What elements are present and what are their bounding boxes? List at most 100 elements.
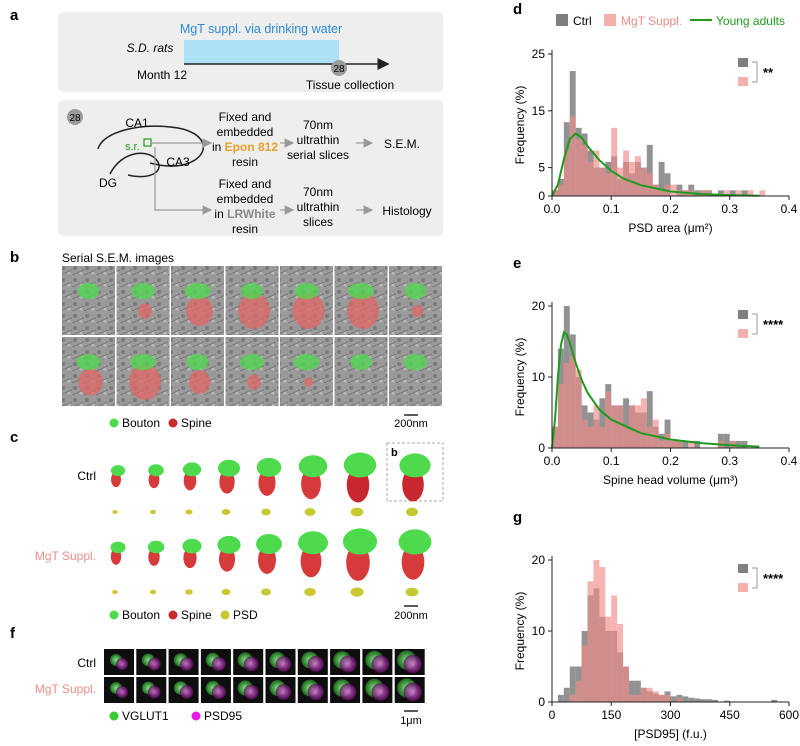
ctrl-bar <box>729 190 736 196</box>
x-axis-label: [PSD95] (f.u.) <box>634 727 707 741</box>
day-badge <box>331 60 347 76</box>
mgt-bar <box>617 405 624 448</box>
sig-bracket <box>752 567 758 589</box>
psd95-signal <box>371 683 390 701</box>
hippocampus-ca1-curve <box>97 125 205 167</box>
mgt-bar <box>759 190 766 196</box>
chart-g: 0 150 300 450 600 0 10 20 [PSD95] (f.u.) Frequenc… <box>513 553 799 741</box>
bouton-3d <box>217 459 241 477</box>
panel-c-label: c <box>10 429 18 446</box>
y-tick-label: 15 <box>532 104 546 118</box>
x-tick-label: 300 <box>660 708 680 722</box>
bouton-overlay <box>403 354 428 371</box>
bouton-overlay <box>294 283 319 300</box>
ctrl-bar <box>723 433 730 448</box>
panel-c-row-ctrl: Ctrl <box>77 469 96 483</box>
legend-ctrl-swatch <box>556 14 568 26</box>
row2-step2-line2: ultrathin <box>297 200 340 214</box>
psd95-signal <box>243 656 259 672</box>
bouton-3d <box>256 534 282 554</box>
mgt-bar <box>640 167 647 196</box>
spine-overlay <box>188 370 211 395</box>
ctrl-bar <box>599 398 606 448</box>
mgt-bar <box>623 150 630 196</box>
bouton-overlay <box>184 283 211 300</box>
psd-3d <box>221 509 231 515</box>
supplement-bar-label: MgT suppl. via drinking water <box>180 22 342 36</box>
mgt-bar <box>652 691 659 702</box>
c-legend-spine-dot <box>168 610 178 620</box>
mgt-bar <box>640 398 647 448</box>
row1-end: S.E.M. <box>384 137 420 151</box>
y-tick-label: 10 <box>532 624 546 638</box>
significance-label: **** <box>763 571 784 586</box>
row1-step1-line3: in Epon 812 <box>212 140 278 154</box>
mgt-bar <box>670 184 677 196</box>
row1-step2-line2: ultrathin <box>297 133 340 147</box>
sr-label: s.r. <box>125 141 140 153</box>
ctrl-bar <box>771 699 778 702</box>
ctrl-bar <box>634 680 641 702</box>
young-adults-curve <box>551 330 760 449</box>
sr-region-box <box>143 138 152 147</box>
row2-step2-line3: slices <box>303 215 333 229</box>
bouton-3d <box>148 464 164 477</box>
mgt-bar <box>652 184 659 196</box>
c-legend-bouton-text: Bouton <box>122 608 160 622</box>
mgt-bar <box>670 440 677 448</box>
mgt-bar <box>563 150 570 196</box>
mgt-bar <box>658 190 665 196</box>
psd95-signal <box>116 658 128 670</box>
mgt-bar <box>658 694 665 702</box>
f-legend-psd95-dot <box>191 711 201 721</box>
mgt-bar <box>629 161 635 196</box>
reconstructions <box>110 452 432 597</box>
significance-label: ** <box>763 65 774 80</box>
y-tick-label: 5 <box>538 161 545 175</box>
x-tick-label: 450 <box>720 708 740 722</box>
mgt-bar <box>605 173 612 196</box>
row2-step1-line3: in LRWhite <box>214 207 275 221</box>
psd-3d <box>304 587 316 597</box>
psd95-signal <box>307 655 324 673</box>
ctrl-bar <box>700 699 707 702</box>
psd-3d <box>150 509 156 515</box>
psd95-signal <box>179 685 194 699</box>
mgt-bar <box>646 426 653 448</box>
psd95-signal <box>211 656 226 672</box>
bouton-3d <box>182 462 202 477</box>
mgt-bar <box>557 184 564 196</box>
mgt-bar <box>587 581 594 702</box>
mgt-bar <box>640 687 647 702</box>
day-badge-2-text: 28 <box>69 113 81 124</box>
spine-overlay <box>138 303 152 319</box>
rats-label: S.D. rats <box>127 41 174 55</box>
panel-b-title: Serial S.E.M. images <box>62 251 174 265</box>
dg-label: DG <box>99 176 117 190</box>
c-legend-spine-text: Spine <box>181 608 212 622</box>
legend-bouton-text: Bouton <box>122 416 160 430</box>
row1-step1-line4: resin <box>232 155 258 169</box>
arrow-to-lrwhite <box>154 147 213 215</box>
mgt-bar <box>575 680 582 702</box>
spine-overlay <box>247 374 261 390</box>
sig-ctrl-swatch <box>738 58 748 67</box>
bouton-3d <box>110 541 126 554</box>
bouton-3d <box>343 452 377 478</box>
f-legend-vglut1-text: VGLUT1 <box>122 709 169 723</box>
sem-tile <box>116 266 170 335</box>
mgt-bar <box>605 616 612 702</box>
psd-3d <box>149 589 157 595</box>
psd-3d <box>221 588 231 596</box>
mgt-bar <box>599 426 606 448</box>
mgt-bar <box>569 355 576 448</box>
psd-3d <box>261 588 271 596</box>
sem-tile <box>62 266 115 335</box>
panel-a-label: a <box>10 7 19 24</box>
spine-overlay <box>78 368 103 396</box>
bouton-3d <box>298 455 328 478</box>
mgt-bar <box>587 426 594 448</box>
panel-f-label: f <box>10 625 16 642</box>
mgt-bar <box>747 190 754 196</box>
